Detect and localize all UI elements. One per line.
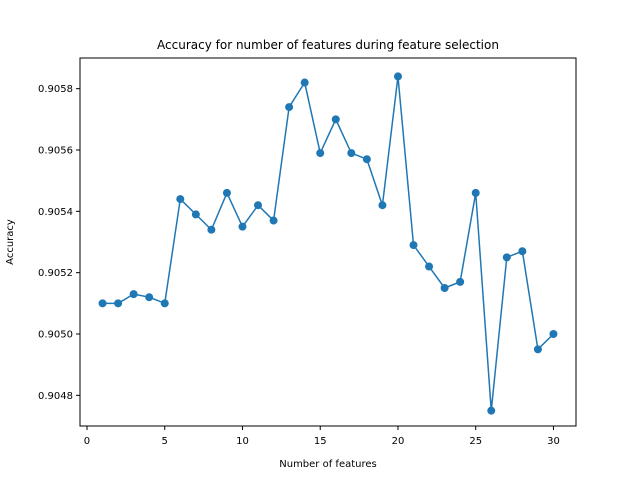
data-point: [316, 149, 325, 158]
series-line: [102, 75, 554, 412]
data-point: [191, 210, 200, 219]
data-point: [207, 225, 216, 234]
data-point: [533, 345, 542, 354]
y-tick-label: 0.9052: [38, 268, 73, 279]
data-point: [518, 247, 527, 256]
x-tick-label: 5: [162, 436, 168, 447]
data-point: [145, 293, 154, 302]
data-point: [393, 72, 402, 81]
data-point: [269, 216, 278, 225]
x-axis: 0 5 10 15 20 25 30: [84, 426, 560, 447]
x-tick-label: 0: [84, 436, 90, 447]
data-point: [409, 241, 418, 250]
data-point: [114, 299, 123, 308]
data-point: [238, 222, 247, 231]
data-point: [378, 201, 387, 210]
data-point: [285, 103, 294, 112]
y-tick-label: 0.9048: [38, 391, 73, 402]
x-tick-label: 20: [392, 436, 405, 447]
y-tick-label: 0.9056: [38, 146, 73, 157]
data-point: [98, 299, 107, 308]
data-point: [331, 115, 340, 124]
data-point: [425, 262, 434, 271]
data-point: [347, 149, 356, 158]
x-axis-label: Number of features: [279, 459, 376, 470]
x-tick-label: 30: [547, 436, 560, 447]
data-point: [160, 299, 169, 308]
data-point: [487, 406, 496, 415]
data-point: [440, 284, 449, 292]
data-point: [471, 188, 480, 197]
data-point: [300, 78, 309, 87]
x-tick-label: 25: [469, 436, 482, 447]
data-point: [502, 253, 511, 262]
data-point: [129, 290, 138, 299]
x-tick-label: 10: [236, 436, 249, 447]
series-layer: [98, 72, 558, 415]
y-tick-label: 0.9058: [38, 84, 73, 95]
plot-area: [79, 57, 577, 427]
chart-title: Accuracy for number of features during f…: [157, 38, 499, 52]
y-axis: 0.9048 0.9050 0.9052 0.9054 0.9056 0.9058: [38, 84, 80, 402]
x-tick-label: 15: [314, 436, 327, 447]
y-tick-label: 0.9054: [38, 207, 73, 218]
data-point: [549, 330, 558, 338]
data-point: [362, 155, 371, 164]
data-point: [176, 195, 185, 204]
y-tick-label: 0.9050: [38, 330, 73, 341]
data-point: [222, 188, 231, 197]
y-axis-label: Accuracy: [5, 219, 16, 265]
plot-frame: [79, 57, 577, 427]
data-point: [456, 277, 465, 286]
data-point: [254, 201, 263, 210]
